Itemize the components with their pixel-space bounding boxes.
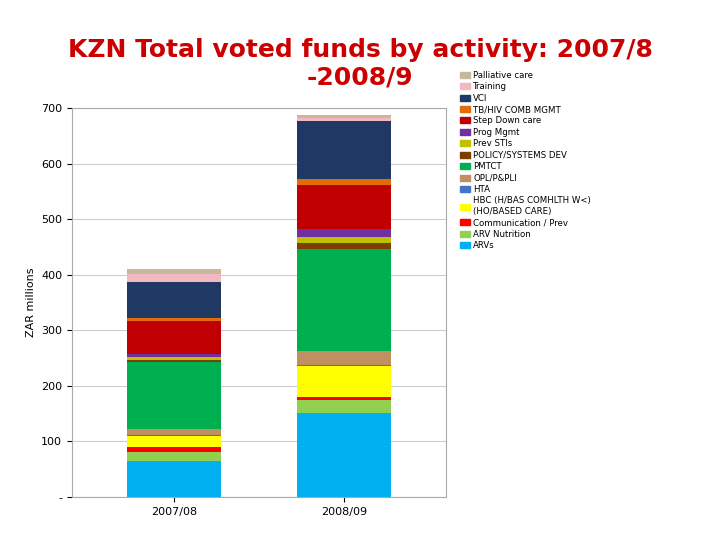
Bar <box>297 185 391 229</box>
Bar <box>297 400 391 414</box>
Bar <box>297 229 391 238</box>
Bar <box>297 121 391 179</box>
Bar <box>127 274 221 282</box>
Bar <box>297 414 391 497</box>
Bar <box>127 282 221 318</box>
Bar <box>297 365 391 366</box>
Y-axis label: ZAR millions: ZAR millions <box>26 268 35 337</box>
Bar <box>127 447 221 453</box>
Bar <box>297 248 391 352</box>
Bar <box>127 360 221 362</box>
Bar <box>127 453 221 461</box>
Bar <box>297 115 391 118</box>
Bar <box>297 179 391 185</box>
Bar <box>297 243 391 248</box>
Bar <box>127 436 221 447</box>
Bar <box>127 429 221 435</box>
Bar <box>297 366 391 397</box>
Bar <box>127 318 221 321</box>
Text: KZN Total voted funds by activity: 2007/8
-2008/9: KZN Total voted funds by activity: 2007/… <box>68 38 652 90</box>
Bar <box>297 397 391 400</box>
Bar <box>127 357 221 360</box>
Bar <box>127 461 221 497</box>
Bar <box>297 118 391 121</box>
Bar <box>297 238 391 243</box>
Bar <box>127 321 221 354</box>
Bar <box>127 435 221 436</box>
Legend: Palliative care, Training, VCI, TB/HIV COMB MGMT, Step Down care, Prog Mgmt, Pre: Palliative care, Training, VCI, TB/HIV C… <box>458 69 593 252</box>
Bar <box>127 362 221 429</box>
Bar <box>127 269 221 274</box>
Bar <box>127 354 221 357</box>
Bar <box>297 352 391 365</box>
